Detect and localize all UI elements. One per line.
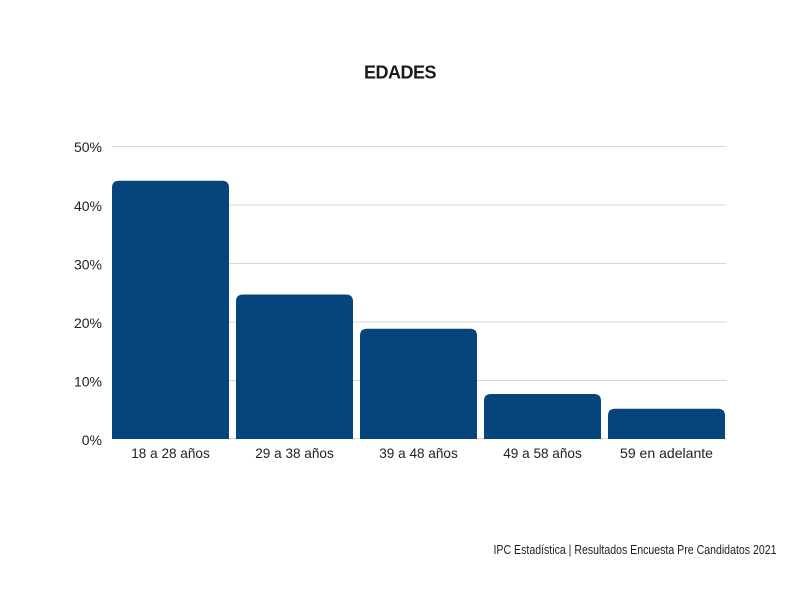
svg-text:IPC Estadística | Resultados E: IPC Estadística | Resultados Encuesta Pr… — [494, 543, 777, 557]
svg-text:0%: 0% — [82, 432, 102, 448]
svg-text:20%: 20% — [74, 315, 102, 331]
svg-text:10%: 10% — [74, 374, 102, 390]
svg-text:29 a 38 años: 29 a 38 años — [255, 445, 334, 461]
svg-text:49 a 58 años: 49 a 58 años — [503, 445, 582, 461]
svg-text:50%: 50% — [74, 139, 102, 155]
svg-text:18 a 28 años: 18 a 28 años — [131, 445, 210, 461]
svg-text:39 a 48 años: 39 a 48 años — [379, 445, 458, 461]
svg-text:59 en adelante: 59 en adelante — [620, 445, 713, 461]
svg-text:30%: 30% — [74, 256, 102, 272]
svg-text:40%: 40% — [74, 198, 102, 214]
svg-text:EDADES: EDADES — [364, 63, 437, 83]
